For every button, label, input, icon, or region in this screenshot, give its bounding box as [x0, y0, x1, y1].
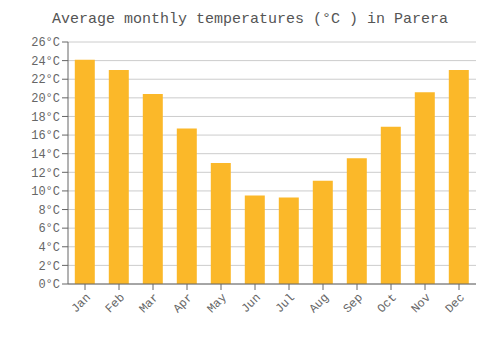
svg-text:Jul: Jul: [273, 291, 298, 316]
svg-text:22°C: 22°C: [31, 73, 60, 87]
svg-text:Apr: Apr: [171, 291, 196, 316]
svg-text:12°C: 12°C: [31, 167, 60, 181]
svg-text:Jan: Jan: [69, 291, 94, 316]
svg-text:Nov: Nov: [409, 291, 434, 316]
svg-text:24°C: 24°C: [31, 55, 60, 69]
svg-text:0°C: 0°C: [38, 278, 60, 292]
svg-text:Feb: Feb: [103, 291, 128, 316]
svg-text:May: May: [205, 291, 230, 316]
svg-text:16°C: 16°C: [31, 129, 60, 143]
svg-text:18°C: 18°C: [31, 111, 60, 125]
svg-text:14°C: 14°C: [31, 148, 60, 162]
svg-text:2°C: 2°C: [38, 260, 60, 274]
svg-text:20°C: 20°C: [31, 92, 60, 106]
svg-text:6°C: 6°C: [38, 222, 60, 236]
svg-text:4°C: 4°C: [38, 241, 60, 255]
svg-text:10°C: 10°C: [31, 185, 60, 199]
svg-text:Jun: Jun: [239, 291, 264, 316]
svg-text:Dec: Dec: [443, 291, 468, 316]
svg-text:Aug: Aug: [307, 291, 332, 316]
html-text:Average monthly temperatures (: Average monthly temperatures (°C ) in Pa…: [52, 11, 448, 28]
svg-text:26°C: 26°C: [31, 36, 60, 50]
svg-text:Sep: Sep: [341, 291, 366, 316]
svg-text:Mar: Mar: [137, 291, 162, 316]
svg-text:8°C: 8°C: [38, 204, 60, 218]
svg-text:Oct: Oct: [375, 291, 400, 316]
